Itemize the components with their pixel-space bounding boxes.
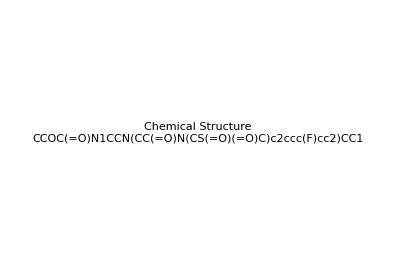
Text: Chemical Structure
CCOC(=O)N1CCN(CC(=O)N(CS(=O)(=O)C)c2ccc(F)cc2)CC1: Chemical Structure CCOC(=O)N1CCN(CC(=O)N… — [32, 122, 364, 143]
